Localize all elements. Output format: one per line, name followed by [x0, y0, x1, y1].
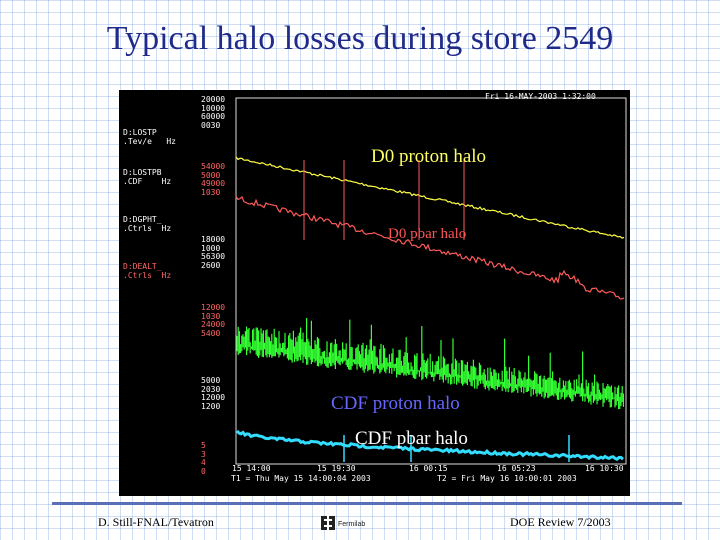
annotation-d0-proton: D0 proton halo	[371, 146, 487, 167]
trace-plot	[235, 97, 627, 465]
channel-4-units: .Ctrls Hz	[123, 271, 172, 280]
screen-timestamp: Fri 16-MAY-2003 1:32:00	[485, 92, 596, 101]
scale-label: 54000	[201, 162, 226, 171]
scale-label: 56300	[201, 252, 226, 262]
logo-text: Fermilab	[338, 521, 365, 528]
annotation-cdf-proton: CDF proton halo	[331, 393, 460, 414]
time-tick-label: 16 00:15	[409, 464, 448, 473]
scale-label: 60000	[201, 112, 226, 122]
channel-4-name: D:DEALT_	[123, 262, 162, 271]
fermilab-logo: Fermilab	[321, 516, 365, 530]
scale-label: 49000	[201, 179, 226, 189]
scale-label: 24000	[201, 320, 226, 330]
footer-author: D. Still-FNAL/Tevatron	[98, 515, 214, 529]
channel-1-name: D:LOSTP	[123, 128, 157, 137]
annotation-d0-pbar: D0 pbar halo	[388, 226, 467, 242]
scale-label: 3	[201, 449, 206, 459]
cdf-pbar-trace	[235, 429, 624, 461]
scale-label: 0030	[201, 120, 221, 130]
scale-label: 1000	[201, 243, 221, 253]
scale-label: 1200	[201, 401, 221, 411]
time-tick-label: 15 19:30	[317, 464, 356, 473]
scale-label: 20000	[201, 95, 226, 104]
scale-label: 5400	[201, 328, 221, 338]
time-tick-label: 16 05:23	[497, 464, 536, 473]
scale-label: 1030	[201, 311, 221, 321]
channel-2-units: .CDF Hz	[123, 177, 172, 186]
scale-label: 1030	[201, 187, 221, 197]
time-tick-label: 16 10:30	[585, 464, 624, 473]
time-tick-label: 15 14:00	[232, 464, 271, 473]
channel-1-units: .Tev/e Hz	[123, 137, 176, 146]
scale-label: 10000	[201, 103, 226, 113]
scale-label: 5	[201, 441, 206, 450]
annotation-cdf-pbar: CDF pbar halo	[355, 428, 468, 449]
footer-divider	[52, 502, 682, 505]
scale-label: 5000	[201, 170, 221, 180]
scale-label: 12000	[201, 303, 226, 312]
scale-label: 5000	[201, 376, 221, 385]
scale-label: 18000	[201, 235, 226, 244]
scale-label: 12000	[201, 393, 226, 403]
plot-screen: Fri 16-MAY-2003 1:32:00 D:LOSTP .Tev/e H…	[119, 90, 630, 496]
plot-frame	[235, 97, 627, 465]
scale-label: 2030	[201, 384, 221, 394]
time-range-t1: T1 = Thu May 15 14:00:04 2003	[231, 474, 371, 483]
channel-3-units: .Ctrls Hz	[123, 224, 172, 233]
scale-label: 4	[201, 458, 206, 468]
scale-label: 2600	[201, 260, 221, 270]
time-range-t2: T2 = Fri May 16 10:00:01 2003	[437, 474, 577, 483]
scale-label: 0	[201, 466, 206, 476]
footer-review: DOE Review 7/2003	[510, 515, 611, 529]
slide-title: Typical halo losses during store 2549	[106, 20, 614, 57]
channel-2-name: D:LOSTPB	[123, 168, 162, 177]
d0-proton-trace	[235, 156, 625, 239]
d0-pbar-trace	[235, 196, 625, 300]
channel-3-name: D:DGPHT_	[123, 215, 162, 224]
